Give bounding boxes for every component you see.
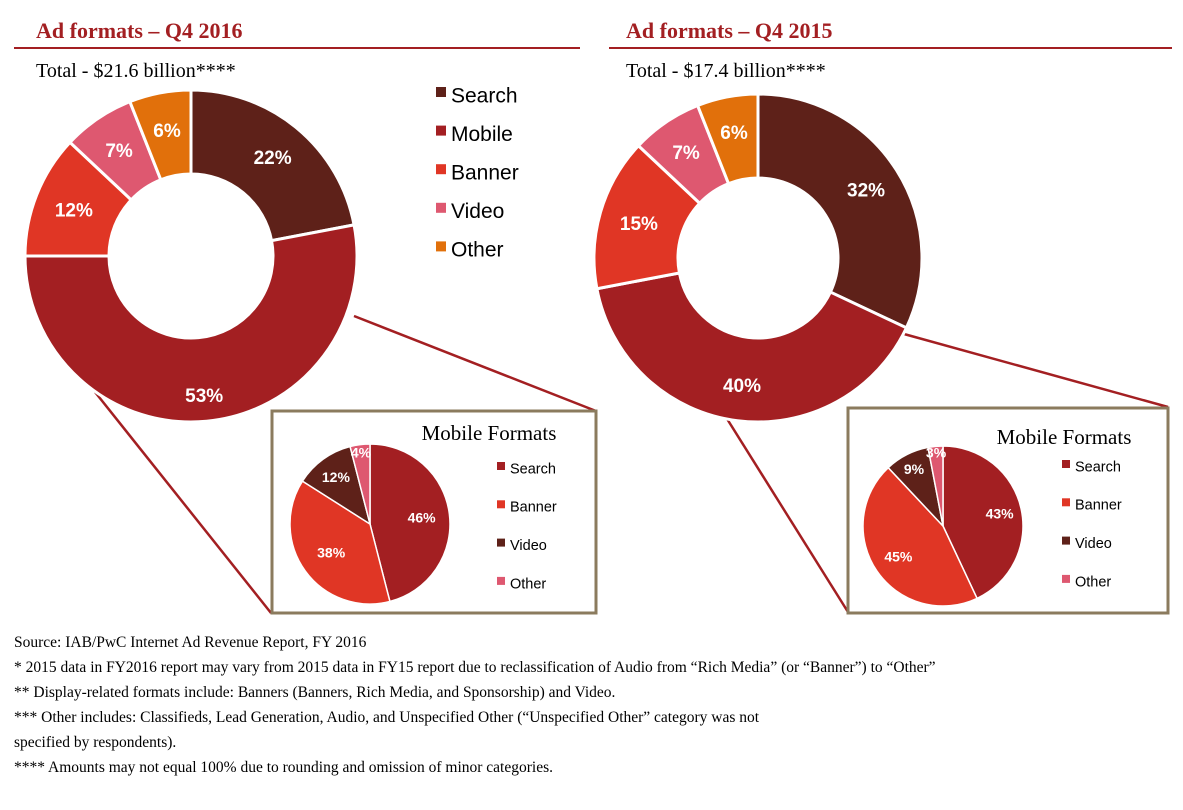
connector-line-2015-right [903, 332, 1169, 409]
mobile-2016-legend-swatch-other [497, 576, 505, 585]
mobile-2015-legend-item-other: Other [1075, 574, 1111, 590]
total-2015: Total - $17.4 billion**** [626, 60, 826, 82]
mobile-2016-label-search: 46% [408, 510, 437, 526]
mobile-2016-pie: 46% 38% 12%4% [289, 443, 451, 605]
mobile-2016-legend-swatch-banner [497, 500, 505, 509]
mobile-2015-legend-swatch-video [1062, 536, 1070, 545]
charts-canvas: 22% 53% 12% 7% 6% Search Mobile Banner Video Othe… [23, 84, 1170, 615]
donut-2016-legend-swatch-mobile [436, 125, 446, 136]
donut-2016-label-other: 6% [153, 121, 181, 142]
footnotes: Source: IAB/PwC Internet Ad Revenue Repo… [14, 630, 1174, 780]
mobile-2015-slice-other [927, 445, 944, 527]
connector-line-2015-left [717, 405, 850, 613]
mobile-2015-slice-banner [862, 466, 979, 607]
donut-2016-slice-mobile [23, 223, 359, 424]
donut-2015-slice-search [756, 92, 924, 330]
donut-2015-label-search: 32% [847, 180, 885, 201]
donut-2016-legend-item-video: Video [451, 200, 504, 223]
mobile-2016-slice-search [369, 443, 451, 603]
mobile-2016-legend-swatch-video [497, 538, 505, 547]
donut-2015-pie: 32% 40% 15% 7% 6% [592, 92, 924, 424]
mobile-2016-slice-other [349, 443, 371, 525]
total-2016: Total - $21.6 billion**** [36, 60, 236, 82]
footnote-4: **** Amounts may not equal 100% due to r… [14, 759, 553, 776]
mobile-2016-legend-swatch-search [497, 462, 505, 470]
panel-title-2015: Ad formats – Q4 2015 [626, 18, 833, 43]
donut-2016-label-search: 22% [254, 148, 292, 169]
donut-2015-slice-mobile [595, 271, 909, 424]
donut-2015-label-mobile: 40% [723, 376, 761, 397]
donut-2016-legend-swatch-banner [436, 164, 446, 175]
donut-2016-slice-other [127, 88, 193, 182]
donut-2015-label-banner: 15% [620, 214, 658, 235]
mobile-2016-slice-banner [289, 480, 391, 605]
donut-2015-slice-other [695, 92, 760, 186]
mobile-2016-label-other: 4% [351, 445, 372, 461]
donut-2016-legend-swatch-other [436, 241, 446, 252]
mobile-2015-legend-item-search: Search [1075, 459, 1121, 475]
inset-title-2015: Mobile Formats [997, 425, 1132, 449]
mobile-2016-label-banner: 38% [317, 544, 346, 560]
mobile-2015-legend-swatch-other [1062, 574, 1070, 583]
mobile-2016-label-video: 12% [322, 469, 351, 485]
mobile-2015-pie: 43% 45% 9%3% [862, 444, 1024, 607]
panel-title-2016: Ad formats – Q4 2016 [36, 18, 243, 43]
donut-2016-legend-item-banner: Banner [451, 162, 519, 185]
donut-2016-label-banner: 12% [55, 200, 93, 221]
mobile-2015-legend-swatch-banner [1062, 498, 1070, 507]
donut-2016-legend-item-search: Search [451, 84, 518, 107]
footnote-source: Source: IAB/PwC Internet Ad Revenue Repo… [14, 634, 367, 651]
connector-line-2016-right [353, 314, 597, 413]
footnote-1: * 2015 data in FY2016 report may vary fr… [14, 659, 936, 676]
mobile-2015-legend-item-video: Video [1075, 536, 1112, 552]
mobile-2015-label-banner: 45% [884, 548, 913, 564]
donut-2015-label-other: 6% [720, 123, 748, 144]
title-rule-2016 [14, 47, 580, 49]
donut-2016-legend-item-other: Other [451, 239, 504, 262]
footnote-3: *** Other includes: Classifieds, Lead Ge… [14, 709, 760, 726]
mobile-2015-label-video: 9% [904, 461, 925, 477]
donut-2016-legend-item-mobile: Mobile [451, 123, 513, 146]
mobile-2016-legend-item-other: Other [510, 576, 546, 592]
donut-2016-legend-swatch-search [436, 87, 446, 97]
title-rule-2015 [609, 47, 1172, 49]
mobile-2015-legend-item-banner: Banner [1075, 498, 1122, 514]
mobile-2016-slice-video [301, 445, 372, 526]
mobile-2016-legend-item-video: Video [510, 538, 547, 554]
mobile-2015-slice-search [942, 445, 1024, 600]
donut-2015-label-video: 7% [672, 143, 700, 164]
mobile-2016-legend-item-banner: Banner [510, 500, 557, 516]
mobile-2015-label-other: 3% [926, 444, 947, 460]
connector-line-2016-left [94, 391, 272, 614]
donut-2016-slice-search [189, 88, 356, 243]
mobile-2015-legend-swatch-search [1062, 460, 1070, 468]
inset-title-2016: Mobile Formats [422, 421, 557, 445]
footnote-2: ** Display-related formats include: Bann… [14, 684, 616, 701]
mobile-2016-legend-item-search: Search [510, 461, 556, 477]
mobile-2015-label-search: 43% [986, 505, 1015, 521]
donut-2016-label-video: 7% [105, 141, 133, 162]
footnote-3-cont: specified by respondents). [14, 734, 177, 751]
donut-2016-label-mobile: 53% [185, 386, 223, 407]
donut-2016-pie: 22% 53% 12% 7% 6% [23, 88, 359, 424]
donut-2016-legend-swatch-video [436, 202, 446, 213]
